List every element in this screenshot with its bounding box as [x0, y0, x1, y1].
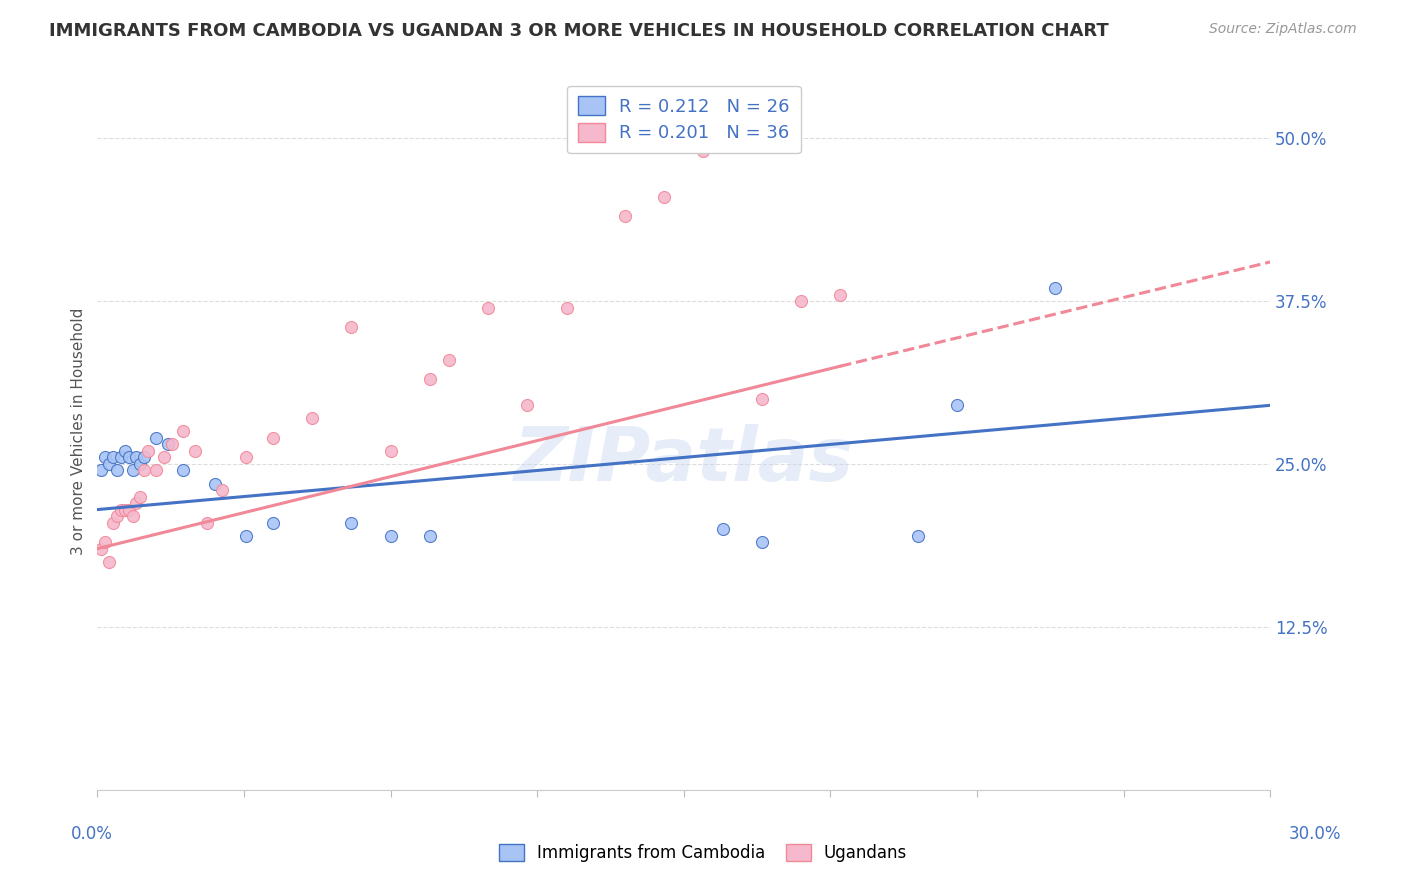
Legend: R = 0.212   N = 26, R = 0.201   N = 36: R = 0.212 N = 26, R = 0.201 N = 36 — [567, 86, 800, 153]
Point — [790, 294, 813, 309]
Point — [235, 450, 257, 465]
Point — [105, 463, 128, 477]
Text: Source: ZipAtlas.com: Source: ZipAtlas.com — [1209, 22, 1357, 37]
Point — [172, 463, 194, 477]
Point — [614, 210, 637, 224]
Point — [129, 457, 152, 471]
Point — [419, 528, 441, 542]
Point — [160, 437, 183, 451]
Point — [751, 392, 773, 406]
Point — [110, 450, 132, 465]
Point — [121, 509, 143, 524]
Point — [439, 352, 461, 367]
Point — [94, 450, 117, 465]
Point — [134, 450, 156, 465]
Point — [262, 516, 284, 530]
Text: 0.0%: 0.0% — [70, 825, 112, 843]
Point — [340, 516, 363, 530]
Point — [114, 444, 136, 458]
Point — [340, 320, 363, 334]
Point — [204, 476, 226, 491]
Point — [211, 483, 233, 497]
Point — [477, 301, 499, 315]
Point — [90, 541, 112, 556]
Point — [516, 398, 538, 412]
Point — [134, 463, 156, 477]
Point — [711, 522, 734, 536]
Point — [153, 450, 176, 465]
Point — [380, 528, 402, 542]
Text: IMMIGRANTS FROM CAMBODIA VS UGANDAN 3 OR MORE VEHICLES IN HOUSEHOLD CORRELATION : IMMIGRANTS FROM CAMBODIA VS UGANDAN 3 OR… — [49, 22, 1109, 40]
Point — [692, 144, 714, 158]
Point — [101, 450, 124, 465]
Point — [907, 528, 929, 542]
Point — [830, 287, 852, 301]
Point — [946, 398, 969, 412]
Point — [117, 450, 139, 465]
Point — [136, 444, 159, 458]
Point — [145, 431, 167, 445]
Point — [262, 431, 284, 445]
Point — [380, 444, 402, 458]
Y-axis label: 3 or more Vehicles in Household: 3 or more Vehicles in Household — [72, 308, 86, 555]
Point — [172, 425, 194, 439]
Point — [105, 509, 128, 524]
Point — [195, 516, 218, 530]
Point — [125, 450, 148, 465]
Point — [114, 502, 136, 516]
Point — [125, 496, 148, 510]
Point — [117, 502, 139, 516]
Point — [1045, 281, 1067, 295]
Point — [121, 463, 143, 477]
Text: 30.0%: 30.0% — [1288, 825, 1341, 843]
Point — [751, 535, 773, 549]
Point — [235, 528, 257, 542]
Point — [145, 463, 167, 477]
Point — [90, 463, 112, 477]
Point — [301, 411, 323, 425]
Text: ZIPatlas: ZIPatlas — [513, 424, 853, 497]
Point — [110, 502, 132, 516]
Point — [184, 444, 207, 458]
Point — [652, 190, 675, 204]
Point — [419, 372, 441, 386]
Point — [129, 490, 152, 504]
Point — [156, 437, 179, 451]
Point — [101, 516, 124, 530]
Point — [98, 457, 121, 471]
Legend: Immigrants from Cambodia, Ugandans: Immigrants from Cambodia, Ugandans — [491, 836, 915, 871]
Point — [555, 301, 578, 315]
Point — [98, 555, 121, 569]
Point — [94, 535, 117, 549]
